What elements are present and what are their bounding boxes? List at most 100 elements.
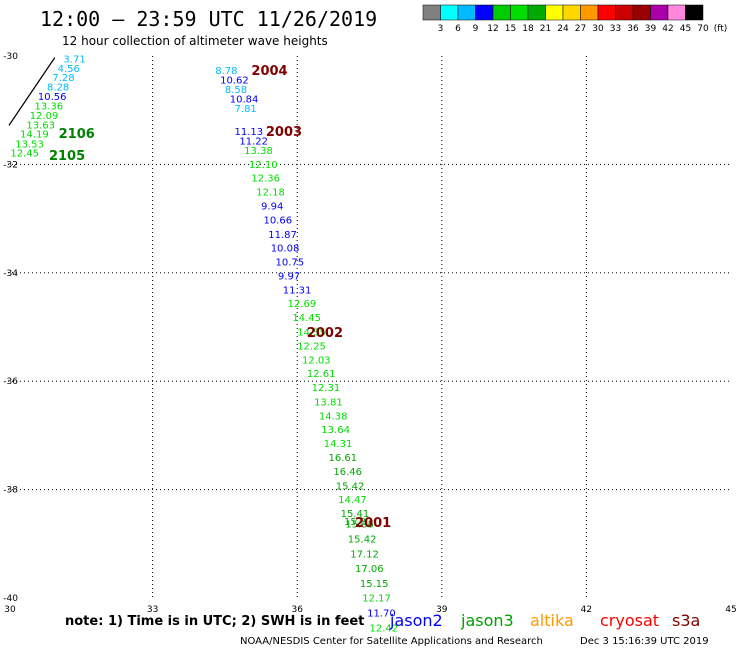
map-grid	[8, 56, 731, 598]
satellite-tracks	[8, 57, 56, 126]
wave-height-value: 8.58	[225, 85, 247, 96]
wave-height-value: 4.56	[58, 64, 80, 75]
wave-height-value: 14.47	[338, 495, 367, 506]
color-scale-label: 27	[575, 24, 586, 34]
color-scale-label: 36	[627, 24, 639, 34]
y-tick-label: -34	[3, 269, 18, 279]
pass-number-label: 2105	[49, 149, 85, 164]
wave-height-value: 15.41	[341, 509, 370, 520]
y-tick-label: -38	[3, 486, 18, 496]
x-tick-label: 33	[147, 605, 158, 615]
satellite-legend-altika: altika	[530, 611, 574, 630]
wave-height-points: 3.714.567.288.2810.5613.3612.0913.6314.1…	[10, 55, 398, 635]
satellite-legend-s3a: s3a	[672, 611, 700, 630]
satellite-legend-cryosat: cryosat	[600, 611, 659, 630]
pass-number-label: 2002	[307, 326, 343, 341]
wave-height-value: 17.12	[350, 550, 379, 561]
color-scale-swatch	[632, 4, 651, 21]
pass-number-label: 2001	[355, 516, 391, 531]
credit-organization: NOAA/NESDIS Center for Satellite Applica…	[240, 636, 543, 647]
wave-height-value: 9.94	[261, 202, 283, 213]
wave-height-value: 13.63	[26, 120, 55, 131]
color-scale-label: 70	[697, 24, 709, 34]
wave-height-value: 12.03	[302, 356, 331, 367]
pass-number-label: 2004	[251, 64, 287, 79]
wave-height-value: 14.19	[20, 130, 49, 141]
color-scale-label: 39	[645, 24, 657, 34]
color-scale-label: 24	[557, 24, 569, 34]
color-scale-swatch	[580, 4, 599, 21]
color-scale-label: 15	[505, 24, 516, 34]
wave-height-value: 15.42	[336, 481, 365, 492]
chart-subtitle: 12 hour collection of altimeter wave hei…	[62, 34, 328, 48]
x-tick-label: 39	[436, 605, 448, 615]
color-scale-label: 6	[455, 24, 461, 34]
wave-height-value: 13.64	[321, 425, 350, 436]
credit-timestamp: Dec 3 15:16:39 UTC 2019	[580, 636, 709, 647]
x-tick-label: 30	[4, 605, 16, 615]
wave-height-value: 12.36	[251, 173, 280, 184]
color-scale-legend: 3 6 9 12 15 18 21 24 27 30 33 36 39 42 45 70 (ft)	[422, 4, 727, 34]
pass-number-label: 2003	[266, 125, 302, 140]
wave-height-value: 8.78	[215, 66, 237, 77]
wave-height-value: 13.81	[314, 397, 343, 408]
wave-height-value: 17.06	[355, 564, 384, 575]
wave-height-value: 11.70	[367, 609, 396, 620]
wave-height-value: 10.75	[276, 257, 305, 268]
axis-tick-labels: 30 33 36 39 42 45 -30 -32 -34 -36 -38 -40	[3, 52, 736, 615]
footnote: note: 1) Time is in UTC; 2) SWH is in fe…	[65, 614, 364, 629]
color-scale-swatch	[562, 4, 581, 21]
wave-height-value: 16.46	[333, 467, 362, 478]
y-tick-label: -30	[3, 52, 18, 62]
chart-title: 12:00 – 23:59 UTC 11/26/2019	[40, 7, 377, 31]
color-scale-swatch	[685, 4, 704, 21]
wave-height-value: 8.28	[47, 82, 69, 93]
wave-height-value: 15.35	[345, 520, 374, 531]
wave-height-value: 11.13	[235, 127, 264, 138]
wave-height-value: 13.38	[244, 146, 273, 157]
wave-height-value: 10.84	[230, 94, 259, 105]
wave-height-value: 12.61	[307, 369, 336, 380]
wave-height-value: 14.31	[324, 439, 353, 450]
wave-height-value: 15.27	[344, 517, 373, 528]
color-scale-label: 21	[540, 24, 551, 34]
color-scale-swatch	[667, 4, 686, 21]
satellite-legend-jason3: jason3	[460, 611, 514, 630]
wave-height-value: 12.25	[297, 341, 326, 352]
wave-height-value: 15.15	[360, 579, 389, 590]
wave-height-value: 9.97	[278, 272, 300, 283]
x-tick-label: 45	[725, 605, 736, 615]
wave-height-value: 3.71	[63, 55, 85, 66]
wave-height-value: 13.36	[35, 101, 64, 112]
color-scale-swatch	[615, 4, 634, 21]
wave-height-value: 11.87	[268, 230, 297, 241]
color-scale-label: 30	[592, 24, 604, 34]
color-scale-swatch	[527, 4, 546, 21]
x-tick-label: 42	[581, 605, 592, 615]
color-scale-swatch	[597, 4, 616, 21]
pass-labels: 2004 2003 2106 2105 2002 2001	[49, 64, 391, 531]
wave-height-value: 12.45	[10, 148, 39, 159]
color-scale-swatch	[492, 4, 511, 21]
wave-height-value: 13.53	[15, 139, 44, 150]
color-scale-swatch	[650, 4, 669, 21]
color-scale-label: 9	[473, 24, 479, 34]
wave-height-value: 12.09	[30, 111, 59, 122]
color-scale-swatch	[475, 4, 494, 21]
wave-height-value: 15.42	[348, 534, 377, 545]
wave-height-value: 14.45	[292, 313, 321, 324]
x-tick-label: 36	[291, 605, 303, 615]
wave-height-value: 12.31	[312, 383, 341, 394]
wave-height-value: 12.69	[288, 299, 317, 310]
color-scale-label: 18	[522, 24, 534, 34]
wave-height-value: 7.28	[52, 73, 74, 84]
wave-height-value: 12.17	[362, 593, 391, 604]
satellite-track-line	[8, 57, 56, 126]
wave-height-value: 10.62	[220, 75, 249, 86]
wave-height-value: 11.31	[283, 286, 312, 297]
color-scale-label: 33	[610, 24, 621, 34]
color-scale-swatch	[545, 4, 564, 21]
y-tick-label: -40	[3, 594, 18, 604]
color-scale-swatch	[457, 4, 476, 21]
